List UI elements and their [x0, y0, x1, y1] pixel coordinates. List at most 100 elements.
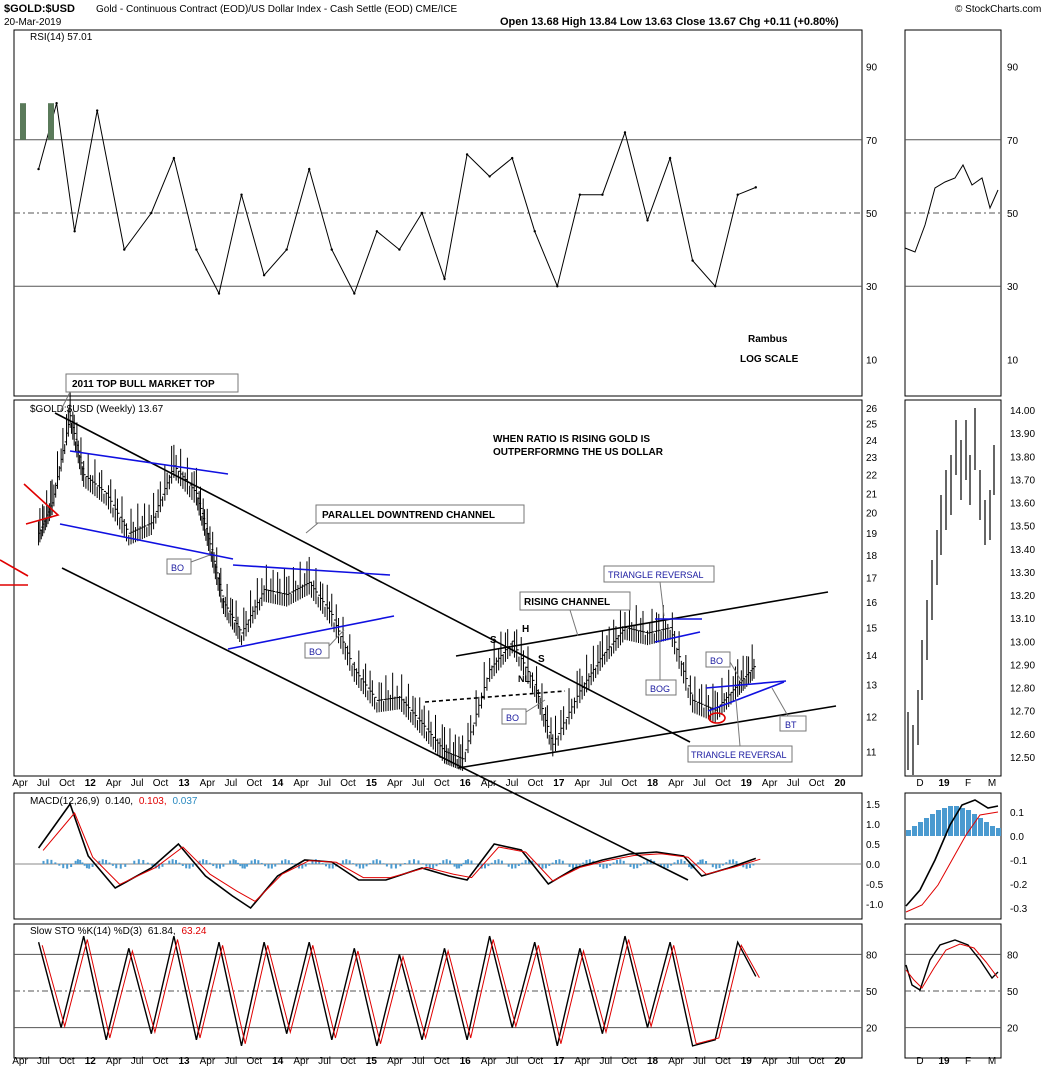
macd-histogram-bar — [408, 860, 411, 864]
macd-zoom-histogram-bar — [954, 806, 959, 836]
macd-histogram-bar — [101, 859, 104, 864]
x-axis-label: 18 — [647, 778, 659, 789]
macd-zoom-histogram-bar — [972, 814, 977, 836]
x-axis-label: 14 — [272, 778, 284, 789]
rsi-point — [533, 230, 536, 233]
header-quote: Open 13.68 High 13.84 Low 13.63 Close 13… — [500, 16, 839, 28]
x-axis-label-bottom: Oct — [528, 1056, 544, 1067]
macd-histogram-bar — [362, 864, 365, 869]
rsi-point — [172, 156, 176, 160]
rsi-zoom-tick-10: 10 — [1007, 355, 1019, 366]
macd-histogram-bar — [250, 860, 253, 864]
rsi-point — [398, 248, 401, 251]
macd-histogram-bar — [745, 864, 748, 869]
rsi-tick-30: 30 — [866, 282, 878, 293]
x-axis-label: Oct — [340, 778, 356, 789]
sto-legend-k: 61.84, — [148, 926, 176, 937]
x-axis-label-bottom: Apr — [481, 1056, 497, 1067]
macd-histogram-bar — [458, 864, 461, 869]
price-legend: $GOLD:$USD (Weekly) 13.67 — [30, 404, 164, 415]
x-axis-label-bottom: Jul — [131, 1056, 144, 1067]
macd-histogram-bar — [178, 862, 181, 864]
macd-histogram-bar — [632, 864, 635, 869]
bt-box — [779, 715, 807, 732]
macd-histogram-bar — [473, 863, 476, 864]
x-axis-label-bottom: Jul — [224, 1056, 237, 1067]
triangle-reversal-bottom-label: TRIANGLE REVERSAL — [691, 750, 787, 760]
macd-histogram-bar — [243, 864, 246, 869]
rsi-point — [217, 292, 221, 295]
x-axis-label: Jul — [131, 778, 144, 789]
x-axis-label: Oct — [59, 778, 75, 789]
macd-histogram-bar — [599, 864, 602, 867]
macd-histogram-bar — [568, 864, 571, 867]
rsi-layer: 90 90 70 70 50 50 30 30 10 10 — [14, 63, 1019, 366]
macd-histogram-bar — [171, 859, 174, 864]
macd-histogram-bar — [70, 864, 73, 868]
x-axis-label: Apr — [481, 778, 497, 789]
header-date: 20-Mar-2019 — [4, 17, 62, 28]
macd-histogram-bar — [222, 864, 225, 867]
macd-histogram-bar — [355, 864, 358, 867]
rsi-point — [510, 156, 514, 160]
rsi-point — [123, 248, 126, 251]
x-axis-label: Jul — [318, 778, 331, 789]
macd-histogram-bar — [403, 863, 406, 864]
rsi-point — [95, 109, 99, 112]
rsi-point — [646, 219, 649, 222]
price-zoom-tick: 12.90 — [1010, 660, 1035, 671]
bo-box-2 — [304, 642, 330, 659]
rambus-label: Rambus — [748, 334, 788, 345]
macd-histogram-bar — [432, 864, 435, 869]
x-axis-label-bottom: Jul — [412, 1056, 425, 1067]
price-zoom-tick: 13.60 — [1010, 499, 1035, 510]
macd-zoom-histogram-bar — [936, 810, 941, 836]
macd-histogram-bar — [348, 860, 351, 864]
triangle-reversal-top-pointer — [659, 581, 665, 617]
macd-histogram-bar — [241, 864, 244, 869]
rsi-zoom-tick-30: 30 — [1007, 282, 1019, 293]
macd-zoom-histogram-bar — [930, 814, 935, 836]
macd-histogram-bar — [137, 859, 140, 864]
x-axis-label: Oct — [434, 778, 450, 789]
macd-histogram-bar — [379, 860, 382, 864]
sto-k-line — [37, 935, 757, 1047]
macd-histogram-bar — [88, 864, 91, 869]
price-tick-16: 16 — [866, 598, 878, 609]
macd-legend-hist: 0.037 — [172, 796, 197, 807]
x-axis-label-bottom: Oct — [340, 1056, 356, 1067]
price-zoom-tick: 13.10 — [1010, 614, 1035, 625]
macd-histogram-bar — [428, 864, 431, 869]
x-axis-label: Oct — [153, 778, 169, 789]
zoom-x-axis-label: 19 — [938, 778, 950, 789]
rising-channel-box — [519, 591, 631, 611]
macd-histogram-bar — [705, 861, 708, 864]
macd-histogram-bar — [619, 859, 622, 864]
zoom-x-axis-label-bottom: D — [916, 1056, 923, 1067]
macd-histogram-bar — [683, 860, 686, 864]
x-axis-label: Apr — [575, 778, 591, 789]
rsi-overbought-fill — [20, 103, 26, 140]
macd-histogram-bar — [267, 864, 270, 869]
rsi-point — [55, 102, 58, 105]
macd-histogram-bar — [74, 860, 77, 864]
rsi-point — [195, 248, 198, 251]
rsi-point — [623, 131, 627, 134]
macd-histogram-bar — [151, 864, 154, 866]
rsi-point — [736, 193, 739, 196]
macd-histogram-bar — [274, 864, 277, 867]
red-triangle — [23, 483, 60, 525]
macd-histogram-bar — [146, 862, 149, 864]
macd-histogram-bar — [435, 864, 438, 867]
blue-trend-2 — [59, 523, 234, 560]
price-zoom-tick: 13.00 — [1010, 637, 1035, 648]
macd-histogram-bar — [385, 864, 388, 867]
bt-label: BT — [785, 720, 797, 730]
rsi-point — [353, 292, 356, 295]
x-axis-label-bottom: 15 — [366, 1056, 378, 1067]
ratio-line-2: OUTPERFORMNG THE US DOLLAR — [493, 447, 664, 458]
x-axis-label-bottom: Jul — [693, 1056, 706, 1067]
macd-tick: -0.5 — [866, 880, 884, 891]
x-axis-label: Jul — [224, 778, 237, 789]
bo-box-1 — [166, 558, 192, 575]
